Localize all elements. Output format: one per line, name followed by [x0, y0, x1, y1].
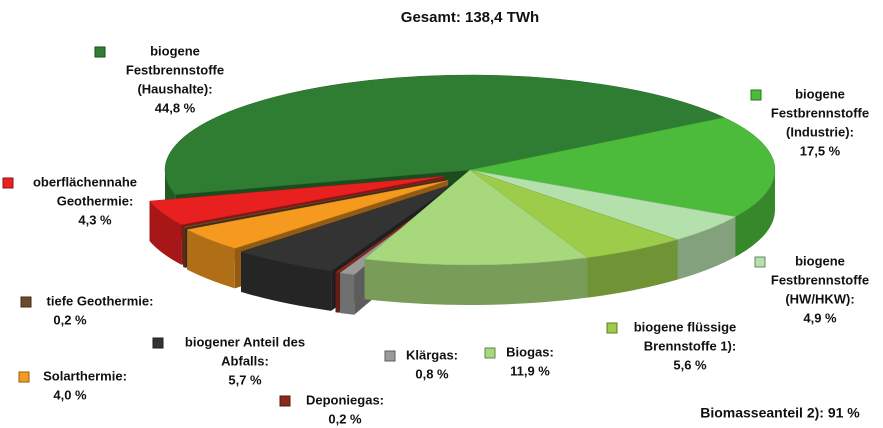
- slice-side: [187, 229, 235, 289]
- slice: [164, 74, 725, 195]
- slice-label: biogene: [795, 86, 845, 101]
- slice-label: (Industrie):: [786, 124, 854, 139]
- value-label: 11,9 %: [510, 363, 550, 378]
- slice: [182, 178, 447, 229]
- value-label: 44,8 %: [155, 100, 196, 115]
- value-label: 5,6 %: [673, 357, 707, 372]
- slice-label: Solarthermie:: [43, 368, 127, 383]
- value-label: 5,7 %: [228, 372, 262, 387]
- slice-side: [335, 272, 340, 313]
- slice-label: Festbrennstoffe: [771, 105, 869, 120]
- slice-side: [339, 272, 355, 315]
- slice-label: Abfalls:: [221, 353, 269, 368]
- legend-swatch: [606, 322, 618, 334]
- slice-label: Klärgas:: [406, 347, 458, 362]
- legend-swatch: [750, 89, 762, 101]
- annotation: Biomasseanteil 2): 91 %: [700, 405, 860, 421]
- slice: [363, 169, 589, 266]
- legend-swatch: [94, 46, 106, 58]
- slice-label: Brennstoffe 1):: [644, 338, 736, 353]
- slice-label: oberflächennahe: [33, 174, 137, 189]
- slice-label: biogene flüssige: [634, 319, 737, 334]
- value-label: 0,8 %: [415, 366, 449, 381]
- slice-label: Geothermie:: [57, 193, 134, 208]
- slice: [186, 180, 449, 249]
- slice-side: [677, 216, 736, 280]
- slice-label: tiefe Geothermie:: [47, 293, 154, 308]
- slice-label: Deponiegas:: [306, 392, 384, 407]
- legend-swatch: [384, 350, 396, 362]
- slice: [240, 183, 455, 272]
- slice-wall: [187, 180, 449, 270]
- value-label: 17,5 %: [800, 143, 841, 158]
- slice-label: (HW/HKW):: [785, 291, 854, 306]
- legend-swatch: [18, 371, 30, 383]
- slice-side: [183, 226, 186, 268]
- slice-label: biogene: [150, 43, 200, 58]
- slice-label: (Haushalte):: [137, 81, 212, 96]
- value-label: 4,0 %: [53, 387, 87, 402]
- value-label: 4,3 %: [78, 212, 112, 227]
- legend-swatch: [152, 337, 164, 349]
- slice-label: Festbrennstoffe: [126, 62, 224, 77]
- slice-side: [735, 170, 775, 257]
- slice-side: [149, 201, 182, 265]
- legend-swatch: [484, 347, 496, 359]
- value-label: 0,2 %: [53, 312, 87, 327]
- value-label: 0,2 %: [328, 411, 362, 426]
- slice-label: Festbrennstoffe: [771, 272, 869, 287]
- chart-title: Gesamt: 138,4 TWh: [401, 9, 539, 26]
- slice-side: [364, 257, 588, 305]
- legend-swatch: [279, 395, 291, 407]
- slice: [149, 176, 445, 225]
- value-label: 4,9 %: [803, 310, 837, 325]
- legend-swatch: [2, 177, 14, 189]
- slice-label: Biogas:: [506, 344, 554, 359]
- legend-swatch: [20, 296, 32, 308]
- slice-label: biogener Anteil des: [185, 334, 305, 349]
- slice-label: biogene: [795, 253, 845, 268]
- legend-swatch: [754, 256, 766, 268]
- slice: [469, 117, 776, 218]
- slice-side: [241, 251, 332, 311]
- slice-side: [587, 239, 678, 298]
